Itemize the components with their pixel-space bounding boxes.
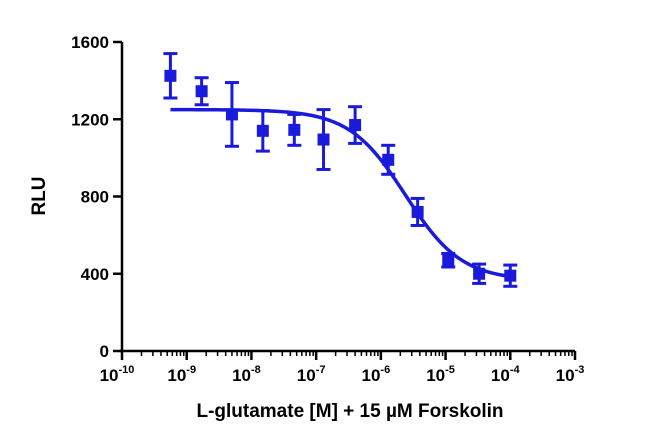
x-tick-base: 10	[491, 366, 510, 385]
x-tick-exponent: -4	[510, 364, 521, 376]
data-point	[287, 112, 302, 147]
point-marker	[504, 269, 517, 282]
x-tick-base: 10	[426, 366, 445, 385]
data-point	[441, 251, 456, 269]
data-point	[316, 108, 331, 171]
point-marker	[317, 133, 330, 146]
data-point	[194, 76, 209, 107]
point-marker	[164, 69, 177, 82]
y-tick-label: 1200	[71, 110, 109, 129]
y-tick-label: 400	[81, 265, 109, 284]
x-axis: 10-10 10-9 10-8 10-7 10-6 10-5 10-4 10-3	[100, 349, 585, 385]
x-tick-exponent: -6	[380, 364, 390, 376]
x-tick-label: 10-8	[232, 364, 261, 385]
x-tick-label: 10-7	[297, 364, 326, 385]
fit-layer	[170, 107, 511, 279]
data-point	[410, 196, 425, 227]
x-tick-label: 10-6	[362, 364, 391, 385]
data-point	[224, 81, 239, 148]
x-tick-base: 10	[167, 366, 186, 385]
point-marker	[256, 124, 269, 137]
x-tick-label: 10-3	[556, 364, 585, 385]
x-tick-base: 10	[232, 366, 251, 385]
point-marker	[473, 267, 486, 280]
point-marker	[225, 108, 238, 121]
x-tick-base: 10	[362, 366, 381, 385]
point-marker	[382, 153, 395, 166]
point-marker	[195, 85, 208, 98]
x-tick-label: 10-5	[426, 364, 455, 385]
x-tick-label: 10-4	[491, 364, 521, 385]
x-tick-exponent: -5	[445, 364, 455, 376]
point-marker	[442, 254, 455, 267]
point-marker	[288, 123, 301, 136]
x-axis-title: L-glutamate [M] + 15 µM Forskolin	[196, 401, 503, 422]
data-point	[163, 52, 178, 100]
x-tick-label: 10-10	[100, 364, 135, 385]
x-tick-exponent: -7	[316, 364, 326, 376]
y-tick-label: 1600	[71, 33, 109, 52]
x-tick-exponent: -3	[575, 364, 585, 376]
y-tick-label: 800	[81, 188, 109, 207]
points-layer	[163, 52, 518, 288]
fit-curve	[170, 107, 511, 279]
data-point	[255, 109, 270, 153]
x-tick-exponent: -10	[119, 364, 135, 376]
data-point	[348, 105, 363, 145]
point-marker	[349, 119, 362, 132]
data-point	[381, 143, 396, 176]
x-tick-base: 10	[100, 366, 119, 385]
y-axis: 0 400 800 1200 1600	[71, 33, 124, 361]
x-tick-label: 10-9	[167, 364, 196, 385]
data-point	[472, 262, 487, 285]
data-point	[503, 263, 518, 288]
y-tick-label: 0	[100, 342, 109, 361]
x-tick-exponent: -9	[186, 364, 196, 376]
x-tick-exponent: -8	[251, 364, 261, 376]
x-tick-base: 10	[556, 366, 575, 385]
y-axis-title: RLU	[29, 176, 50, 215]
x-tick-base: 10	[297, 366, 316, 385]
point-marker	[411, 205, 424, 218]
